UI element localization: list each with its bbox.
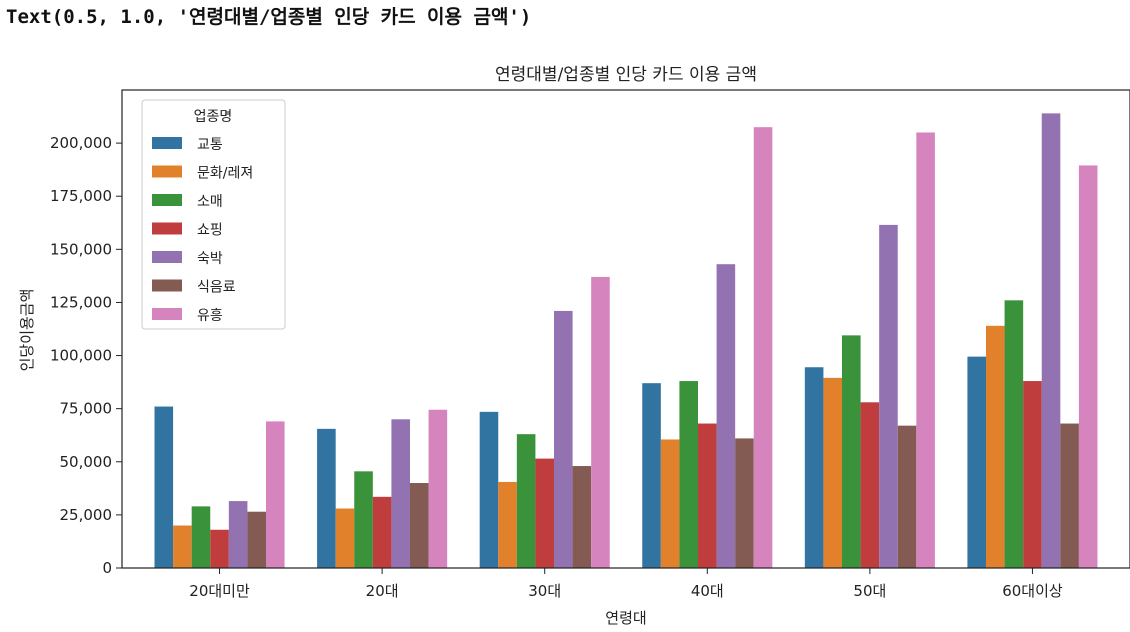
bar xyxy=(173,525,192,568)
axes-frame xyxy=(121,89,1130,569)
bar xyxy=(753,127,773,568)
legend-swatch xyxy=(152,251,182,263)
legend-swatch xyxy=(152,137,182,149)
bar xyxy=(391,419,410,568)
bar xyxy=(735,438,754,568)
x-axis-label: 연령대 xyxy=(605,609,646,627)
bar xyxy=(479,411,499,568)
legend-title: 업종명 xyxy=(194,109,233,125)
bar xyxy=(1041,113,1061,568)
y-tick-label: 50,000 xyxy=(60,453,113,471)
bar xyxy=(535,458,554,568)
bar xyxy=(317,428,336,568)
y-axis-label: 인당이용금액 xyxy=(18,289,36,372)
y-tick-label: 200,000 xyxy=(50,134,112,152)
bar xyxy=(897,425,917,568)
bar xyxy=(1078,165,1098,568)
y-tick-label: 125,000 xyxy=(50,293,112,311)
legend-label: 쇼핑 xyxy=(197,223,223,239)
bar xyxy=(804,367,824,568)
legend-swatch xyxy=(152,308,182,320)
bar xyxy=(516,434,536,568)
bar xyxy=(842,335,861,568)
y-tick-label: 0 xyxy=(102,559,112,577)
bar xyxy=(1004,300,1024,568)
x-tick-label: 20대미만 xyxy=(189,582,250,600)
x-tick-label: 50대 xyxy=(853,582,886,600)
bar xyxy=(879,224,898,568)
bar xyxy=(210,529,229,568)
y-tick-label: 150,000 xyxy=(50,240,112,258)
legend-swatch xyxy=(152,165,182,178)
x-tick-label: 40대 xyxy=(691,582,724,600)
bar xyxy=(591,276,610,568)
x-tick-label: 60대이상 xyxy=(1002,582,1063,600)
y-tick-label: 75,000 xyxy=(60,400,113,418)
legend-label: 교통 xyxy=(197,137,223,153)
bar xyxy=(642,383,661,568)
legend-label: 유흥 xyxy=(197,308,223,324)
bar xyxy=(354,471,373,568)
bar xyxy=(372,496,392,568)
x-tick-label: 20대 xyxy=(366,582,399,600)
bar xyxy=(986,325,1005,568)
bar xyxy=(228,501,248,568)
bar xyxy=(498,481,517,568)
legend-box xyxy=(141,99,286,330)
y-tick-label: 175,000 xyxy=(50,187,112,205)
chart-title: 연령대별/업종별 인당 카드 이용 금액 xyxy=(495,65,757,85)
bar xyxy=(716,264,736,568)
legend-label: 문화/레져 xyxy=(197,166,253,182)
bar xyxy=(823,377,842,568)
bar xyxy=(1060,423,1079,568)
y-tick-label: 25,000 xyxy=(60,506,113,524)
bar xyxy=(335,508,355,568)
bar xyxy=(266,421,285,568)
x-tick-label: 30대 xyxy=(528,582,561,600)
bar xyxy=(154,406,174,568)
legend-label: 식음료 xyxy=(197,280,236,296)
bar xyxy=(554,310,573,568)
bar xyxy=(247,511,266,568)
bar xyxy=(572,466,592,568)
legend-swatch xyxy=(152,194,182,206)
bar xyxy=(698,423,717,568)
legend-swatch xyxy=(152,222,182,235)
bar xyxy=(191,506,211,568)
bar xyxy=(860,402,880,568)
legend-swatch xyxy=(152,279,182,292)
bar xyxy=(428,409,448,568)
bar xyxy=(1023,381,1042,568)
cell-output-text: Text(0.5, 1.0, '연령대별/업종별 인당 카드 이용 금액') xyxy=(6,6,532,28)
bar xyxy=(916,132,935,568)
legend-label: 숙박 xyxy=(197,251,223,267)
bar xyxy=(967,356,986,568)
legend-label: 소매 xyxy=(197,194,223,210)
y-tick-label: 100,000 xyxy=(50,347,112,365)
bar xyxy=(410,483,429,568)
bar xyxy=(660,439,680,568)
bar xyxy=(679,381,698,568)
plot-area: 0 25,000 50,000 75,000 100,000 125,000 150,000… xyxy=(50,113,1098,600)
